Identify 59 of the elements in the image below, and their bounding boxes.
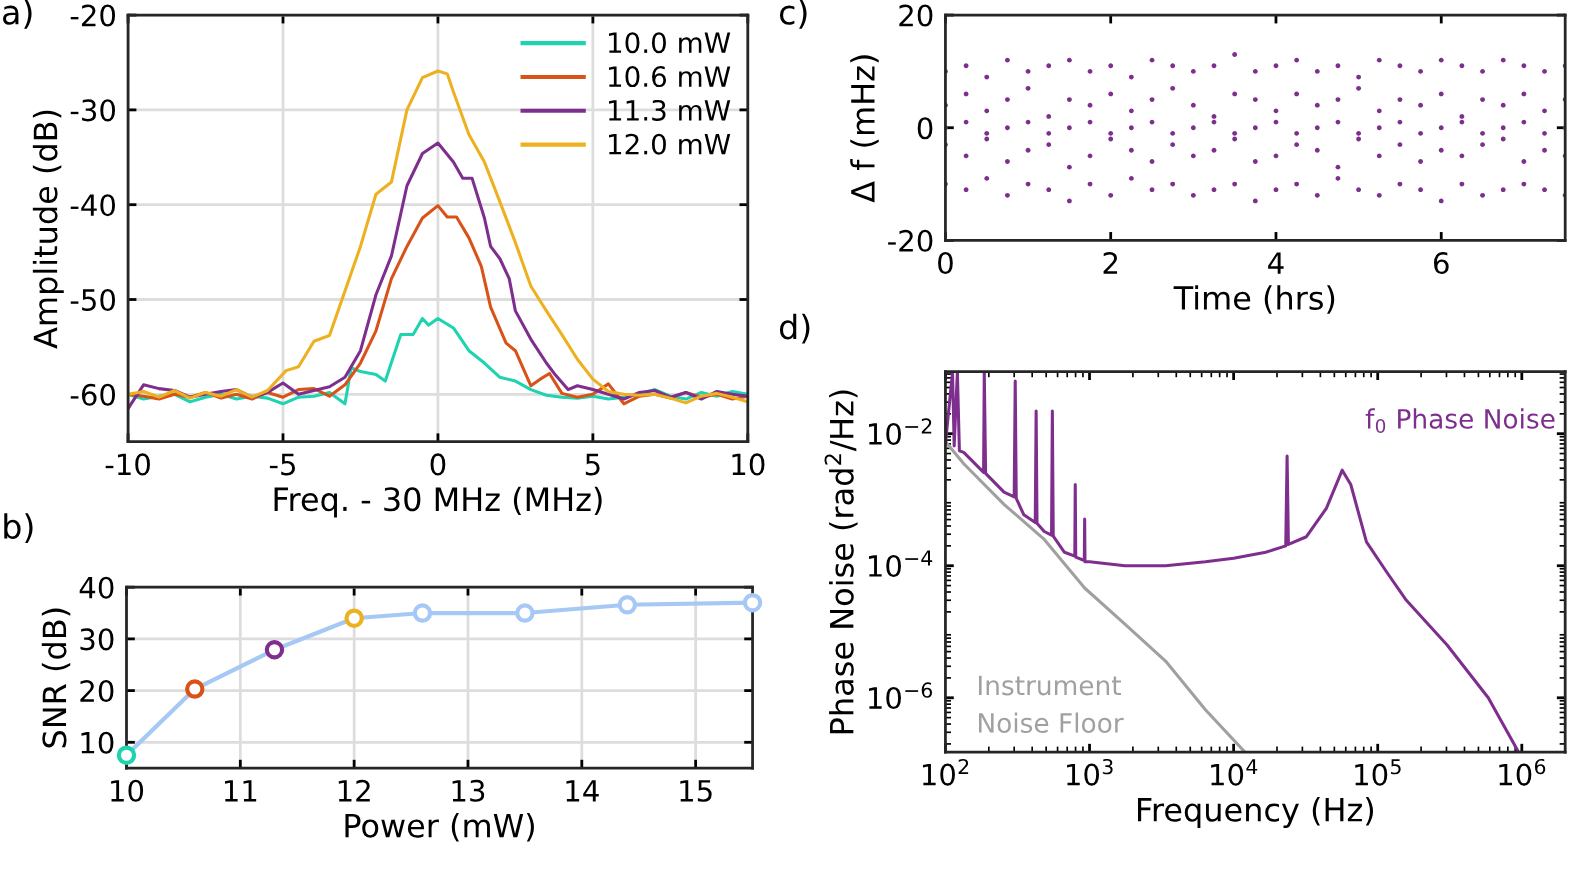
x-tick-label: 10$^{6}$ xyxy=(1499,758,1546,786)
x-axis-title: Freq. - 30 MHz (MHz) xyxy=(274,486,602,518)
y-tick-label: -60 xyxy=(70,383,116,406)
x-tick-label: 2 xyxy=(1103,252,1118,274)
point xyxy=(515,603,535,623)
x-tick-label: 13 xyxy=(452,779,485,802)
point xyxy=(742,592,763,613)
y-tick-label: 30 xyxy=(80,628,114,651)
y-tick-label: 10$^{−6}$ xyxy=(868,682,932,710)
y-tick-label: 10 xyxy=(81,731,114,754)
legend-label: 10.6 mW xyxy=(609,66,731,88)
x-tick-label: 10 xyxy=(732,453,765,476)
y-axis-title: Amplitude (dB) xyxy=(32,110,64,349)
x-tick-label: -10 xyxy=(105,453,150,476)
x-axis-title: Power (mW) xyxy=(345,813,534,842)
point xyxy=(264,640,285,660)
point xyxy=(116,745,137,765)
legend-label: 12.0 mW xyxy=(609,133,731,155)
point xyxy=(185,679,205,699)
x-tick-label: 5 xyxy=(585,453,600,476)
x-tick-label: 14 xyxy=(566,780,599,802)
x-tick-label: 12 xyxy=(338,779,370,802)
y-tick-label: -30 xyxy=(70,99,116,122)
x-tick-label: -5 xyxy=(269,453,295,476)
y-tick-label: -50 xyxy=(70,288,116,312)
y-tick-label: 20 xyxy=(80,680,114,703)
series-label: Instrument Noise Floor xyxy=(979,675,1124,733)
y-tick-label: 40 xyxy=(79,576,114,599)
chart-title: d) xyxy=(779,313,810,344)
x-tick-label: 6 xyxy=(1434,252,1449,275)
point xyxy=(412,603,433,623)
series-label: f$_{0}$ Phase Noise xyxy=(1365,408,1555,433)
x-tick-label: 10$^{4}$ xyxy=(1211,759,1258,786)
y-tick-label: 10$^{−4}$ xyxy=(868,550,933,578)
x-tick-label: 10 xyxy=(111,779,144,802)
legend-label: 11.3 mW xyxy=(609,99,731,121)
point xyxy=(344,608,364,628)
y-axis-title: Phase Noise (rad$^{2}$/Hz) xyxy=(824,390,858,734)
x-tick-label: 10$^{2}$ xyxy=(922,758,969,786)
x-axis-title: Time (hrs) xyxy=(1173,285,1335,314)
x-tick-label: 10$^{3}$ xyxy=(1067,758,1113,786)
chart-title: b) xyxy=(4,513,33,543)
x-tick-label: 4 xyxy=(1268,252,1284,274)
y-tick-label: 10$^{−2}$ xyxy=(868,418,932,445)
x-axis-title: Frequency (Hz) xyxy=(1138,797,1374,828)
y-tick-label: 0 xyxy=(917,117,933,140)
x-tick-label: 11 xyxy=(224,780,257,802)
x-tick-label: 0 xyxy=(938,252,953,275)
x-tick-label: 0 xyxy=(430,453,446,476)
x-tick-label: 15 xyxy=(680,780,712,802)
y-axis-title: Δ f (mHz) xyxy=(850,55,879,203)
legend-label: 10.0 mW xyxy=(609,32,731,54)
y-tick-label: -40 xyxy=(70,194,116,217)
y-tick-label: 20 xyxy=(899,4,933,27)
point xyxy=(617,595,638,615)
y-axis-title: SNR (dB) xyxy=(41,608,71,748)
y-tick-label: -20 xyxy=(70,4,116,27)
x-tick-label: 10$^{5}$ xyxy=(1355,759,1401,786)
y-tick-label: -20 xyxy=(888,229,933,252)
